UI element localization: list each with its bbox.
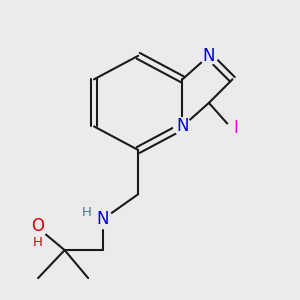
- Text: H: H: [82, 206, 92, 219]
- Circle shape: [200, 47, 218, 64]
- Circle shape: [226, 123, 239, 136]
- Text: O: O: [32, 217, 45, 235]
- Text: I: I: [233, 119, 238, 137]
- Text: H: H: [33, 236, 43, 249]
- Text: N: N: [176, 117, 189, 135]
- Circle shape: [94, 210, 112, 229]
- Circle shape: [174, 118, 191, 135]
- Text: N: N: [97, 210, 109, 228]
- Text: N: N: [202, 47, 215, 65]
- Circle shape: [29, 219, 47, 237]
